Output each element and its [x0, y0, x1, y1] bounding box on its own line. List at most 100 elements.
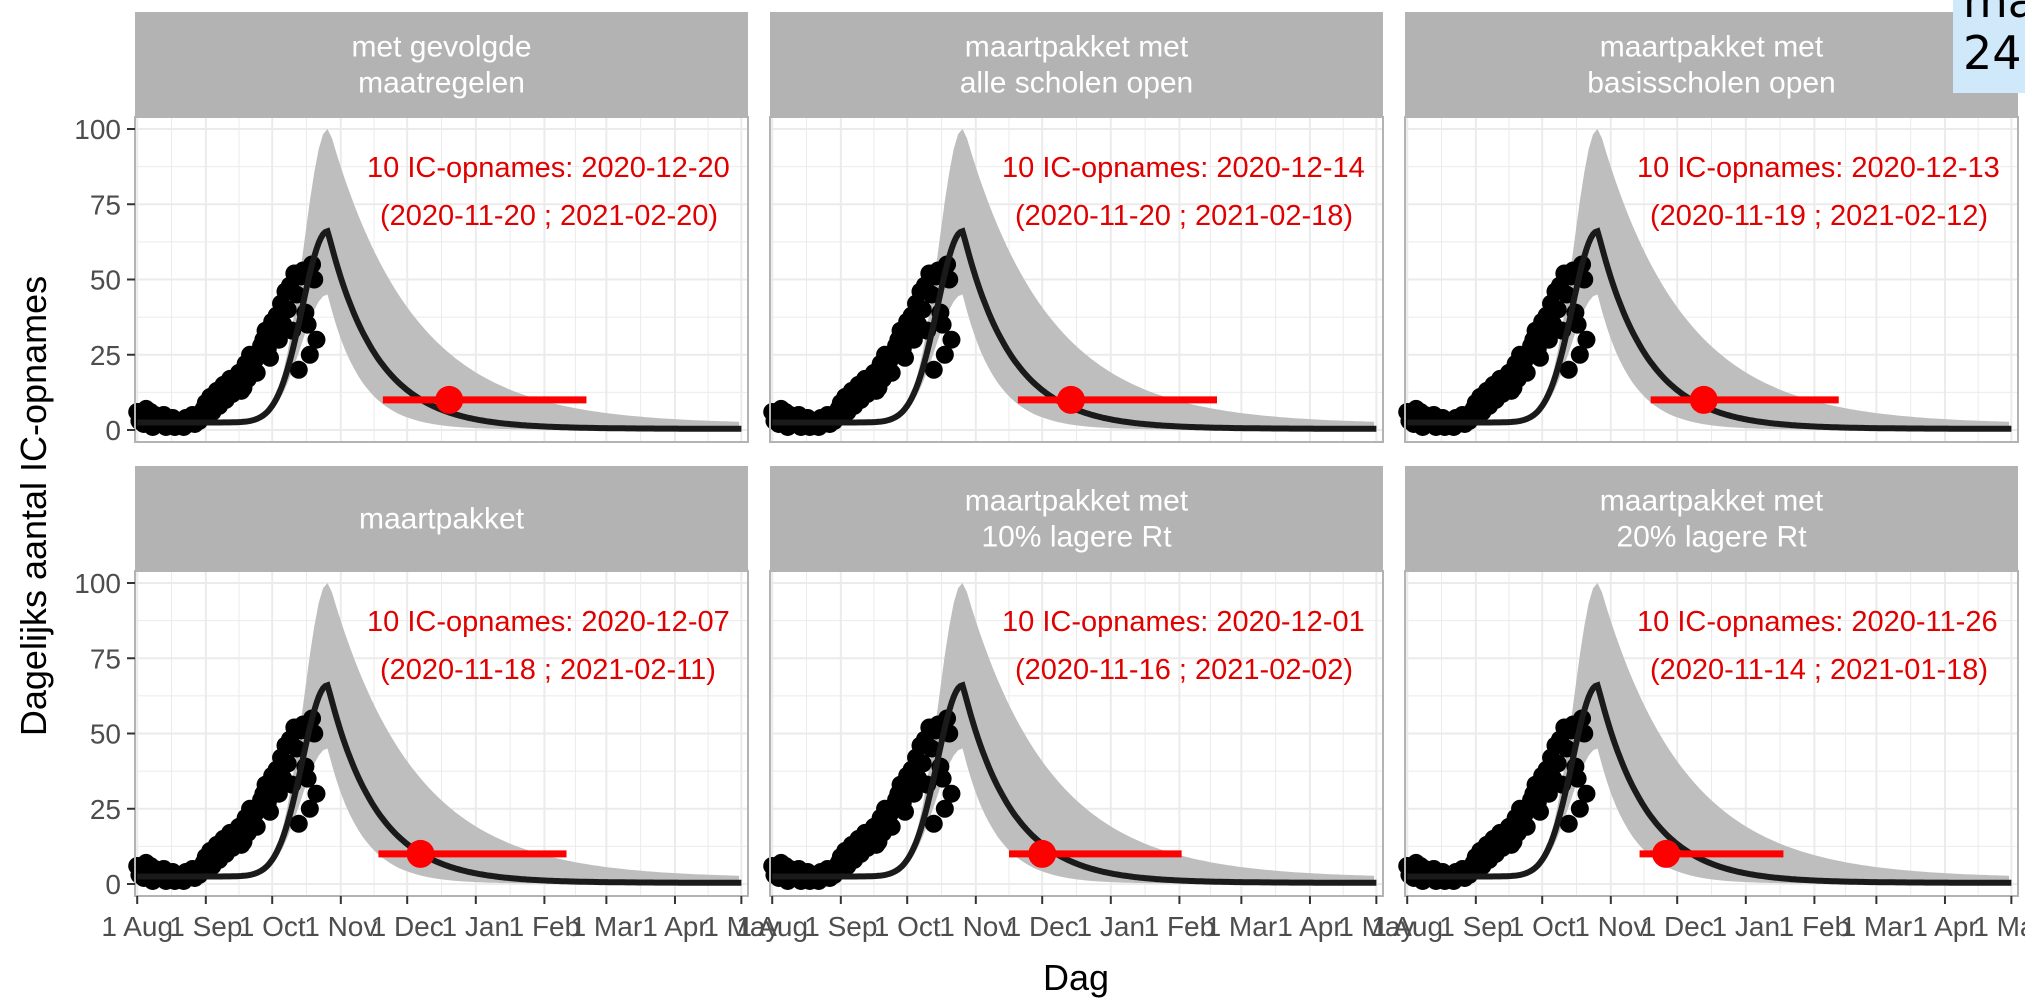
- x-tick-label: 1 Nov: [939, 911, 1012, 942]
- y-tick-label: 50: [90, 265, 121, 296]
- x-tick-label: 1 Sep: [804, 911, 877, 942]
- panel-border: [1404, 116, 2019, 443]
- observed-point: [1548, 754, 1567, 773]
- observed-point: [913, 300, 932, 319]
- annotation-interval: (2020-11-16 ; 2021-02-02): [1015, 654, 1353, 686]
- observed-point: [278, 754, 297, 773]
- x-tick-label: 1 Apr: [1277, 911, 1342, 942]
- y-tick-label: 0: [105, 869, 121, 900]
- x-tick-label: 1 May: [1338, 911, 1414, 942]
- threshold-point: [1652, 839, 1681, 868]
- x-tick-label: 1 Dec: [1006, 911, 1079, 942]
- observed-point: [1539, 784, 1558, 803]
- x-tick-label: 1 Aug: [1371, 911, 1443, 942]
- panel-4: maartpakket 10 IC-opnames: 2020-12-07 (202…: [74, 466, 779, 942]
- annotation-interval: (2020-11-19 ; 2021-02-12): [1650, 200, 1988, 232]
- panel-border: [1404, 570, 2019, 897]
- y-tick-label: 100: [74, 114, 121, 145]
- y-tick-label: 75: [90, 643, 121, 674]
- x-axis-title: Dag: [1043, 957, 1109, 998]
- y-tick-label: 25: [90, 340, 121, 371]
- corner-label-line1: ma: [1963, 0, 2025, 28]
- x-tick-label: 1 Sep: [169, 911, 242, 942]
- model-median-line: [1407, 681, 2012, 886]
- panel-title-line: maatregelen: [358, 67, 525, 100]
- x-tick-label: 1 May: [1973, 911, 2025, 942]
- uncertainty-band: [1407, 583, 2010, 884]
- observed-point: [895, 802, 914, 821]
- x-tick-label: 1 May: [703, 911, 779, 942]
- panel-border: [769, 570, 1384, 897]
- model-median-line: [137, 681, 742, 886]
- annotation-interval: (2020-11-18 ; 2021-02-11): [380, 654, 716, 686]
- panel-title-line: 20% lagere Rt: [1616, 521, 1807, 554]
- y-tick-label: 100: [74, 568, 121, 599]
- observed-point: [904, 330, 923, 349]
- annotation-date: 10 IC-opnames: 2020-12-13: [1637, 152, 2000, 184]
- observed-point: [935, 799, 954, 818]
- observed-point: [924, 814, 943, 833]
- observed-point: [1530, 348, 1549, 367]
- x-tick-label: 1 Apr: [1912, 911, 1977, 942]
- x-tick-label: 1 Nov: [304, 911, 377, 942]
- observed-point: [1559, 814, 1578, 833]
- observed-point: [298, 769, 317, 788]
- x-tick-label: 1 Nov: [1574, 911, 1647, 942]
- observed-point: [1568, 315, 1587, 334]
- panel-strip: [1405, 12, 2018, 117]
- annotation-date: 10 IC-opnames: 2020-11-26: [1637, 606, 1998, 638]
- y-tick-label: 25: [90, 794, 121, 825]
- threshold-point: [1028, 839, 1057, 868]
- panel-title-line: maartpakket met: [1600, 31, 1824, 64]
- y-tick-label: 75: [90, 189, 121, 220]
- panel-strip: [135, 466, 748, 571]
- y-tick-label: 0: [105, 415, 121, 446]
- observed-point: [307, 330, 326, 349]
- panel-title-line: maartpakket met: [965, 31, 1189, 64]
- observed-point: [307, 784, 326, 803]
- observed-point: [289, 814, 308, 833]
- observed-point: [300, 345, 319, 364]
- observed-point: [882, 817, 901, 836]
- observed-point: [1568, 769, 1587, 788]
- x-tick-label: 1 Jan: [442, 911, 511, 942]
- model-median-line: [772, 681, 1377, 886]
- observed-point: [289, 360, 308, 379]
- uncertainty-band: [137, 583, 740, 884]
- observed-point: [895, 348, 914, 367]
- x-tick-label: 1 Dec: [1641, 911, 1714, 942]
- threshold-point: [406, 839, 435, 868]
- observed-point: [942, 784, 961, 803]
- panel-title-line: alle scholen open: [960, 67, 1194, 100]
- uncertainty-band: [772, 129, 1375, 430]
- observed-point: [1530, 802, 1549, 821]
- observed-point: [247, 363, 266, 382]
- panel-strip: [135, 12, 748, 117]
- x-tick-label: 1 Mar: [1206, 911, 1278, 942]
- observed-point: [942, 330, 961, 349]
- panel-title-line: basisscholen open: [1587, 67, 1836, 100]
- annotation-date: 10 IC-opnames: 2020-12-20: [367, 152, 730, 184]
- panel-title-line: maartpakket: [359, 503, 525, 536]
- annotation-interval: (2020-11-20 ; 2021-02-18): [1015, 200, 1353, 232]
- panel-title-line: met gevolgde: [351, 31, 531, 64]
- observed-point: [935, 345, 954, 364]
- x-tick-label: 1 Feb: [509, 911, 581, 942]
- x-tick-label: 1 Mar: [1841, 911, 1913, 942]
- panel-title-line: maartpakket met: [1600, 485, 1824, 518]
- observed-point: [1548, 300, 1567, 319]
- x-tick-label: 1 Sep: [1439, 911, 1512, 942]
- threshold-point: [1056, 385, 1085, 414]
- corner-label-badge: ma 24: [1953, 0, 2025, 93]
- observed-point: [269, 784, 288, 803]
- x-tick-label: 1 Aug: [736, 911, 808, 942]
- observed-point: [260, 348, 279, 367]
- observed-point: [913, 754, 932, 773]
- x-tick-label: 1 Mar: [571, 911, 643, 942]
- panel-border: [769, 116, 1384, 443]
